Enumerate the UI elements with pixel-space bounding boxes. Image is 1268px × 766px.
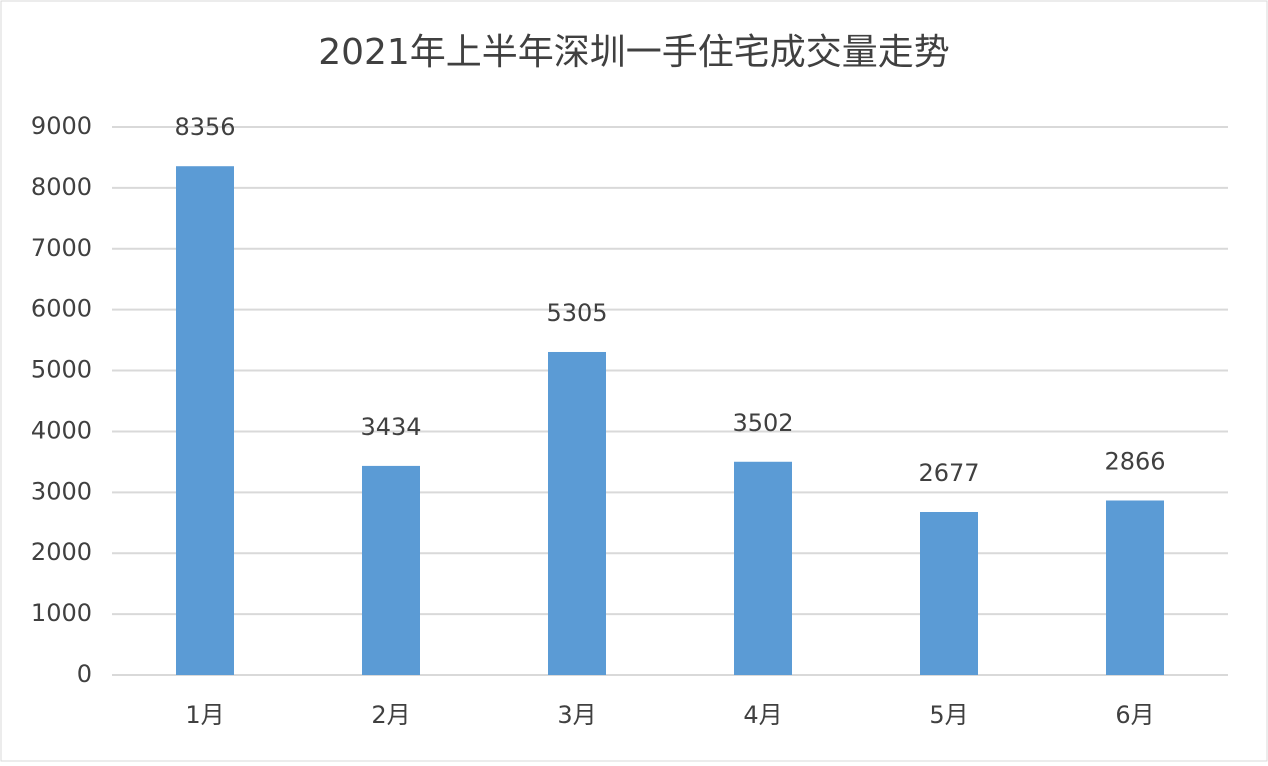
data-label: 3502	[732, 409, 793, 437]
x-tick-label: 4月	[743, 701, 782, 729]
y-tick-label: 6000	[31, 295, 92, 323]
data-label: 5305	[546, 299, 607, 327]
x-tick-label: 6月	[1115, 701, 1154, 729]
bar	[362, 465, 420, 675]
data-label: 3434	[360, 413, 421, 441]
data-label: 8356	[174, 113, 235, 141]
data-label: 2677	[918, 459, 979, 487]
y-tick-label: 4000	[31, 416, 92, 444]
x-tick-label: 5月	[929, 701, 968, 729]
x-tick-label: 3月	[557, 701, 596, 729]
bar	[548, 351, 606, 675]
y-tick-label: 5000	[31, 356, 92, 384]
data-label: 2866	[1104, 447, 1165, 475]
bar	[1106, 500, 1164, 675]
y-tick-label: 9000	[31, 112, 92, 140]
bar	[920, 512, 978, 675]
y-tick-label: 8000	[31, 173, 92, 201]
y-tick-label: 2000	[31, 538, 92, 566]
y-tick-label: 3000	[31, 477, 92, 505]
y-tick-label: 1000	[31, 599, 92, 627]
y-tick-label: 0	[77, 660, 92, 688]
x-tick-label: 2月	[371, 701, 410, 729]
bar	[734, 461, 792, 675]
chart-title: 2021年上半年深圳一手住宅成交量走势	[318, 32, 950, 73]
x-tick-label: 1月	[185, 701, 224, 729]
y-tick-label: 7000	[31, 234, 92, 262]
bar	[176, 166, 234, 675]
